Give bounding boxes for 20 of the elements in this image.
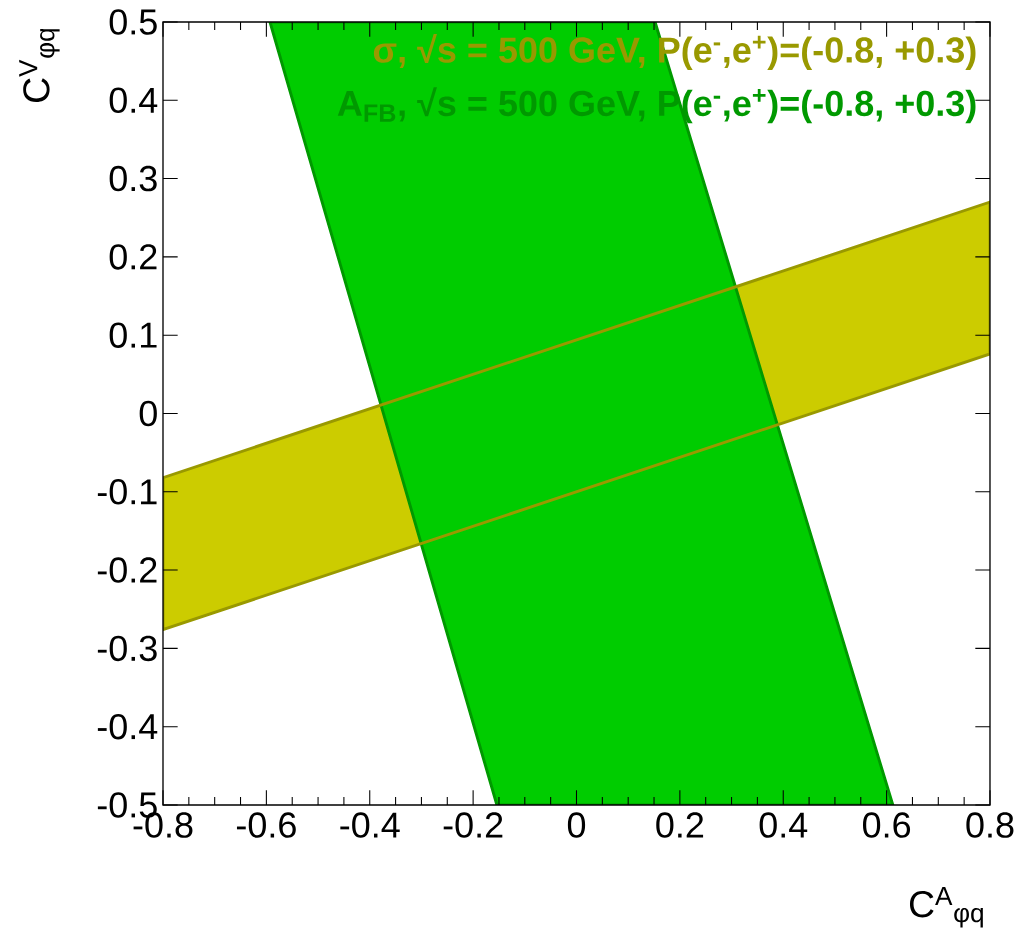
y-tick-label: 0.4: [109, 87, 158, 114]
y-tick-label: 0.5: [109, 9, 157, 35]
x-tick-label: 0.4: [759, 812, 808, 838]
x-axis-title: C$^{A}$φq: [909, 887, 983, 928]
x-tick-label: -0.4: [340, 812, 400, 838]
x-tick-label: 0: [567, 812, 586, 838]
y-tick-label: 0.1: [109, 322, 157, 348]
y-tick-label: 0: [139, 400, 157, 427]
x-tick-label: -0.2: [443, 812, 503, 838]
y-tick-label: 0.3: [109, 165, 157, 192]
y-axis-title: C$^{V}$φq: [19, 29, 60, 102]
x-tick-label: -0.6: [236, 812, 296, 838]
y-tick-label: 0.2: [109, 244, 157, 270]
y-tick-label: -0.1: [97, 479, 157, 505]
x-tick-label: 0.8: [966, 812, 1014, 838]
y-tick-label: -0.3: [97, 635, 157, 662]
x-tick-label: 0.6: [862, 812, 911, 838]
y-tick-label: -0.2: [97, 557, 157, 583]
x-tick-label: 0.2: [656, 812, 704, 838]
y-tick-label: -0.4: [97, 713, 158, 740]
